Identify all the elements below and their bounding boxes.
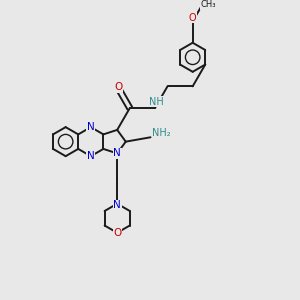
Text: CH₃: CH₃ [200,0,216,9]
Text: N: N [87,151,95,161]
Text: NH: NH [149,97,164,106]
Text: O: O [114,82,123,92]
Text: O: O [113,228,121,238]
Text: O: O [189,13,196,23]
Text: N: N [113,200,121,210]
Text: N: N [87,122,95,132]
Text: N: N [113,148,121,158]
Text: NH₂: NH₂ [152,128,171,138]
